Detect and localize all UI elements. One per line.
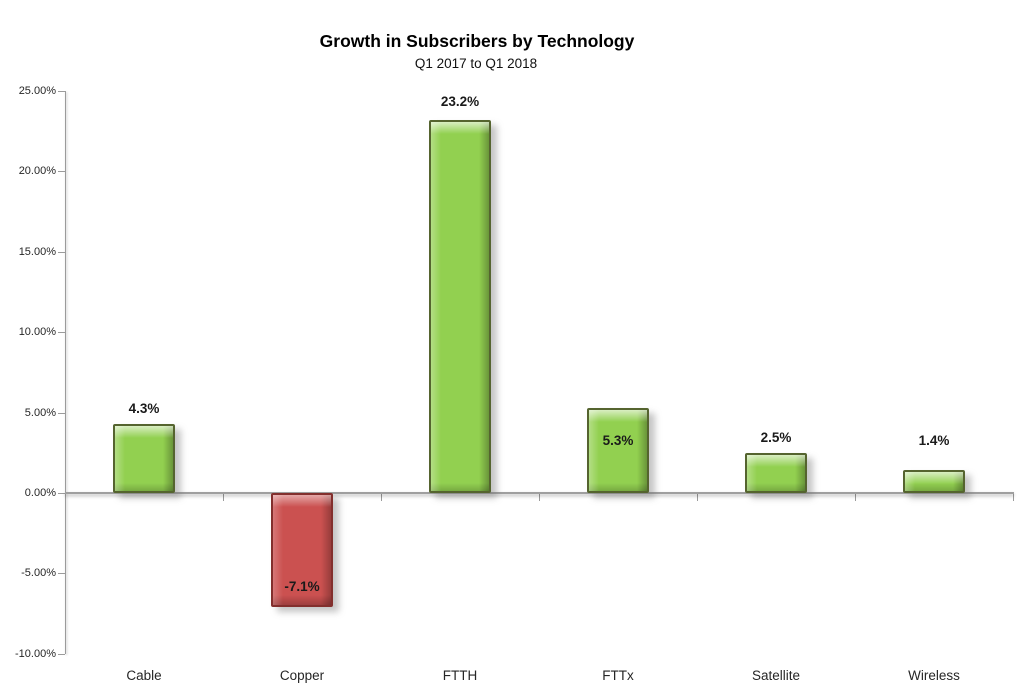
y-axis-tick-label: 0.00% — [24, 487, 56, 499]
x-axis-tick — [855, 493, 856, 501]
category-label-ftth: FTTH — [442, 668, 478, 683]
y-axis-tick-label: 20.00% — [18, 165, 56, 178]
y-axis-tick — [58, 332, 65, 334]
y-axis-tick-label: -10.00% — [15, 647, 56, 660]
category-label-satellite: Satellite — [751, 668, 801, 683]
x-axis-tick — [223, 493, 224, 501]
y-axis-tick — [58, 412, 65, 414]
category-label-cable: Cable — [126, 668, 162, 683]
bar-wireless — [903, 470, 965, 493]
y-axis-tick — [58, 91, 65, 92]
bar-satellite — [745, 452, 807, 493]
y-axis-tick — [58, 573, 65, 575]
y-axis-tick — [58, 653, 65, 655]
bar-ftth — [429, 119, 491, 493]
bar-copper — [271, 493, 333, 608]
category-label-copper: Copper — [279, 668, 325, 683]
data-label-ftth: 23.2% — [440, 94, 480, 110]
y-axis-tick — [58, 251, 65, 253]
data-label-satellite: 2.5% — [760, 430, 792, 446]
y-axis-tick-label: 15.00% — [18, 245, 56, 258]
data-label-copper: -7.1% — [284, 579, 320, 595]
chart-subtitle: Q1 2017 to Q1 2018 — [414, 56, 538, 71]
x-axis-tick — [381, 493, 382, 501]
data-label-cable: 4.3% — [128, 401, 160, 417]
bar-cable — [113, 423, 175, 493]
y-axis-tick — [58, 493, 65, 494]
y-axis-tick-label: 10.00% — [18, 326, 56, 339]
x-axis-tick — [539, 493, 540, 501]
data-label-fttx: 5.3% — [602, 432, 634, 448]
x-axis-tick — [697, 493, 698, 501]
y-axis-tick-label: -5.00% — [21, 567, 56, 580]
y-axis-tick — [58, 171, 65, 173]
y-axis-tick-label: 25.00% — [18, 85, 56, 97]
category-label-wireless: Wireless — [908, 668, 960, 683]
x-axis-tick — [1013, 493, 1014, 501]
y-axis-line — [65, 91, 66, 654]
chart-title: Growth in Subscribers by Technology — [319, 31, 635, 51]
category-label-fttx: FTTx — [602, 668, 634, 683]
data-label-wireless: 1.4% — [918, 432, 950, 448]
x-axis-zero-line — [65, 492, 1014, 494]
y-axis-tick-label: 5.00% — [24, 406, 56, 419]
bar-fttx — [587, 407, 649, 493]
